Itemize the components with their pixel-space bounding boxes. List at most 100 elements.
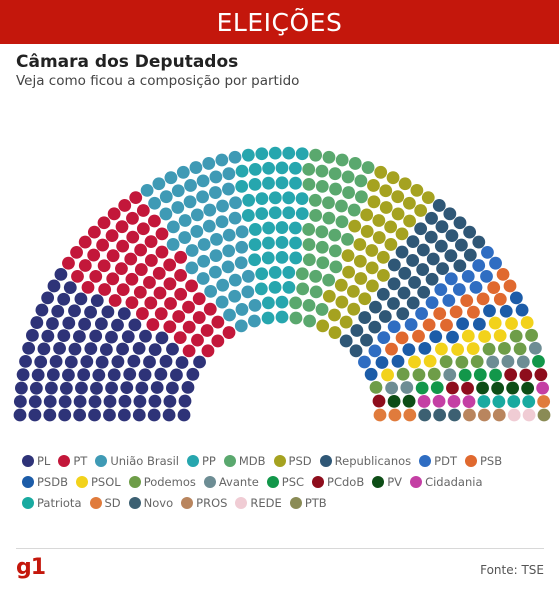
seat-avante	[486, 355, 500, 369]
seat-uni-o-brasil	[166, 238, 180, 251]
seat-republicanos	[463, 225, 477, 239]
seat-pp	[288, 161, 302, 175]
seat-pv	[491, 381, 505, 395]
seat-pl	[41, 329, 55, 343]
seat-pl	[132, 341, 146, 355]
seat-pdt	[469, 281, 483, 294]
seat-republicanos	[396, 307, 410, 321]
seat-pt	[81, 281, 95, 294]
seat-uni-o-brasil	[208, 265, 222, 279]
seat-psd	[372, 231, 386, 244]
seat-pt	[125, 296, 139, 310]
seat-pv	[387, 394, 401, 408]
seat-pt	[89, 269, 103, 283]
seat-ptb	[537, 408, 551, 422]
source-note: Fonte: TSE	[480, 563, 544, 577]
seat-pl	[118, 394, 132, 408]
seat-patriota	[477, 395, 491, 408]
seat-podemos	[509, 329, 523, 343]
seat-mdb	[315, 303, 329, 316]
legend-swatch	[464, 454, 477, 467]
seat-republicanos	[424, 230, 438, 244]
seat-republicanos	[453, 216, 467, 230]
seat-uni-o-brasil	[216, 278, 230, 292]
seat-republicanos	[416, 243, 430, 257]
legend-label: Cidadania	[425, 474, 483, 489]
seat-psc	[489, 368, 502, 382]
legend-item-psol: PSOL	[75, 473, 121, 490]
seat-pt	[71, 269, 84, 283]
seat-pl	[181, 380, 195, 394]
seat-pp	[255, 267, 269, 281]
legend-label: Republicanos	[334, 453, 412, 468]
legend-label: Avante	[218, 474, 259, 489]
seat-uni-o-brasil	[148, 196, 162, 210]
seat-psc	[473, 368, 487, 382]
seat-pl	[46, 317, 59, 330]
seat-pl	[89, 329, 103, 343]
seat-pl	[57, 329, 71, 342]
seat-republicanos	[387, 258, 401, 272]
legend-swatch	[223, 454, 236, 467]
seat-podemos	[369, 380, 383, 394]
seat-pl	[139, 329, 152, 343]
seat-psd	[342, 265, 356, 279]
seat-pp	[282, 266, 296, 279]
seat-mdb	[289, 311, 303, 325]
seat-pl	[103, 395, 117, 408]
seat-psdb	[375, 356, 389, 369]
legend-swatch	[266, 475, 279, 488]
seat-podemos	[412, 368, 426, 382]
legend-item-podemos: Podemos	[128, 473, 196, 490]
seat-pp	[275, 176, 289, 190]
legend-label: MDB	[238, 453, 266, 468]
seat-pl	[99, 343, 113, 356]
seat-republicanos	[425, 211, 438, 225]
seat-psd	[367, 195, 381, 209]
g1-logo: g1	[16, 555, 46, 580]
seat-uni-o-brasil	[196, 272, 210, 285]
seat-mdb	[309, 148, 323, 162]
seat-pdt	[415, 307, 428, 320]
legend-item-psc: PSC	[266, 473, 304, 490]
seat-psd	[367, 179, 380, 192]
seat-pl	[148, 394, 162, 408]
seat-psb	[433, 307, 447, 321]
seat-psd	[410, 183, 424, 197]
legend-label: PL	[37, 453, 51, 468]
seat-pt	[136, 222, 150, 236]
seat-pl	[35, 303, 49, 317]
legend-item-pcdob: PCdoB	[312, 473, 364, 490]
seat-uni-o-brasil	[215, 153, 229, 167]
seat-pl	[34, 355, 48, 369]
legend-item-patriota: Patriota	[22, 494, 82, 511]
seat-uni-o-brasil	[197, 238, 211, 251]
seat-pp	[262, 221, 276, 235]
seat-psdb	[446, 330, 459, 344]
seat-republicanos	[406, 235, 420, 249]
legend-swatch	[58, 454, 71, 467]
seat-novo	[418, 408, 432, 422]
legend-label: REDE	[250, 495, 282, 510]
seat-psd	[391, 207, 405, 221]
seat-pp	[261, 311, 275, 325]
seat-podemos	[482, 342, 496, 356]
seat-psb	[493, 292, 507, 306]
seat-pp	[248, 162, 262, 176]
seat-sd	[403, 408, 417, 422]
seat-pros	[492, 408, 506, 422]
seat-pl	[49, 355, 63, 368]
seat-pl	[178, 394, 192, 408]
seat-pl	[64, 355, 78, 369]
seat-mdb	[302, 253, 316, 267]
seat-pl	[162, 408, 176, 422]
seat-psd	[348, 219, 362, 233]
seat-psb	[440, 318, 453, 332]
seat-uni-o-brasil	[152, 177, 166, 191]
seat-republicanos	[395, 245, 409, 259]
seat-psd	[421, 191, 435, 205]
seat-pt	[136, 307, 149, 320]
seat-pcdob	[504, 368, 518, 382]
seat-pl	[28, 395, 42, 409]
chart-legend: PL PT União Brasil PP MDB PSD Republicanos PDT P…	[22, 452, 542, 511]
